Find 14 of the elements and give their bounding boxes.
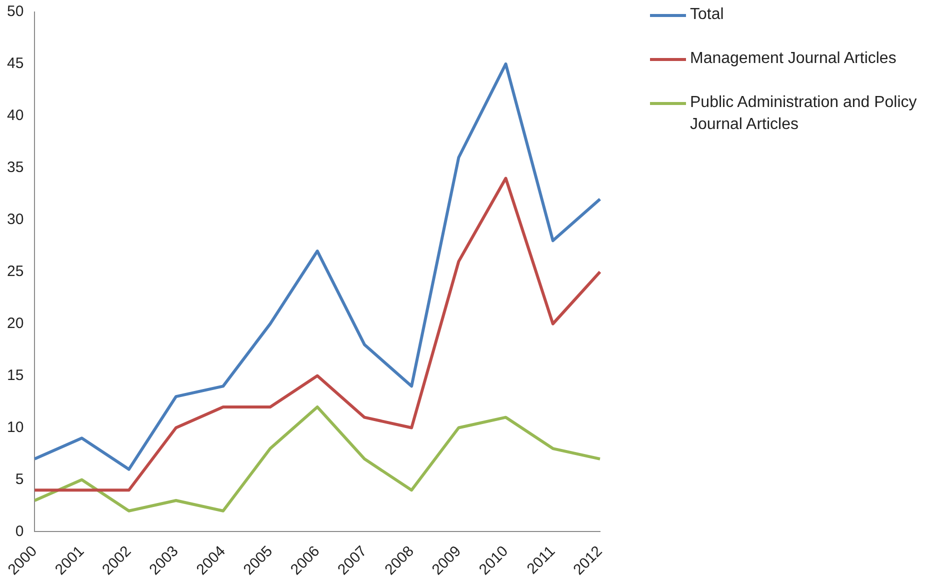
legend-label: Public Administration and Policy Journal Articles: [690, 93, 918, 135]
y-tick-label: 35: [6, 159, 24, 176]
y-tick-label: 20: [6, 314, 24, 332]
y-tick-label: 45: [6, 55, 24, 72]
y-tick-label: 25: [6, 262, 24, 280]
y-tick-label: 10: [6, 418, 24, 436]
legend-label: Total: [690, 5, 724, 25]
y-tick-label: 15: [6, 366, 24, 384]
y-tick-label: 5: [15, 470, 24, 488]
y-tick-label: 40: [6, 107, 24, 124]
y-tick-label: 30: [6, 211, 24, 228]
legend-label: Management Journal Articles: [690, 49, 896, 69]
y-tick-label: 50: [6, 3, 24, 20]
y-tick-label: 0: [15, 522, 24, 540]
